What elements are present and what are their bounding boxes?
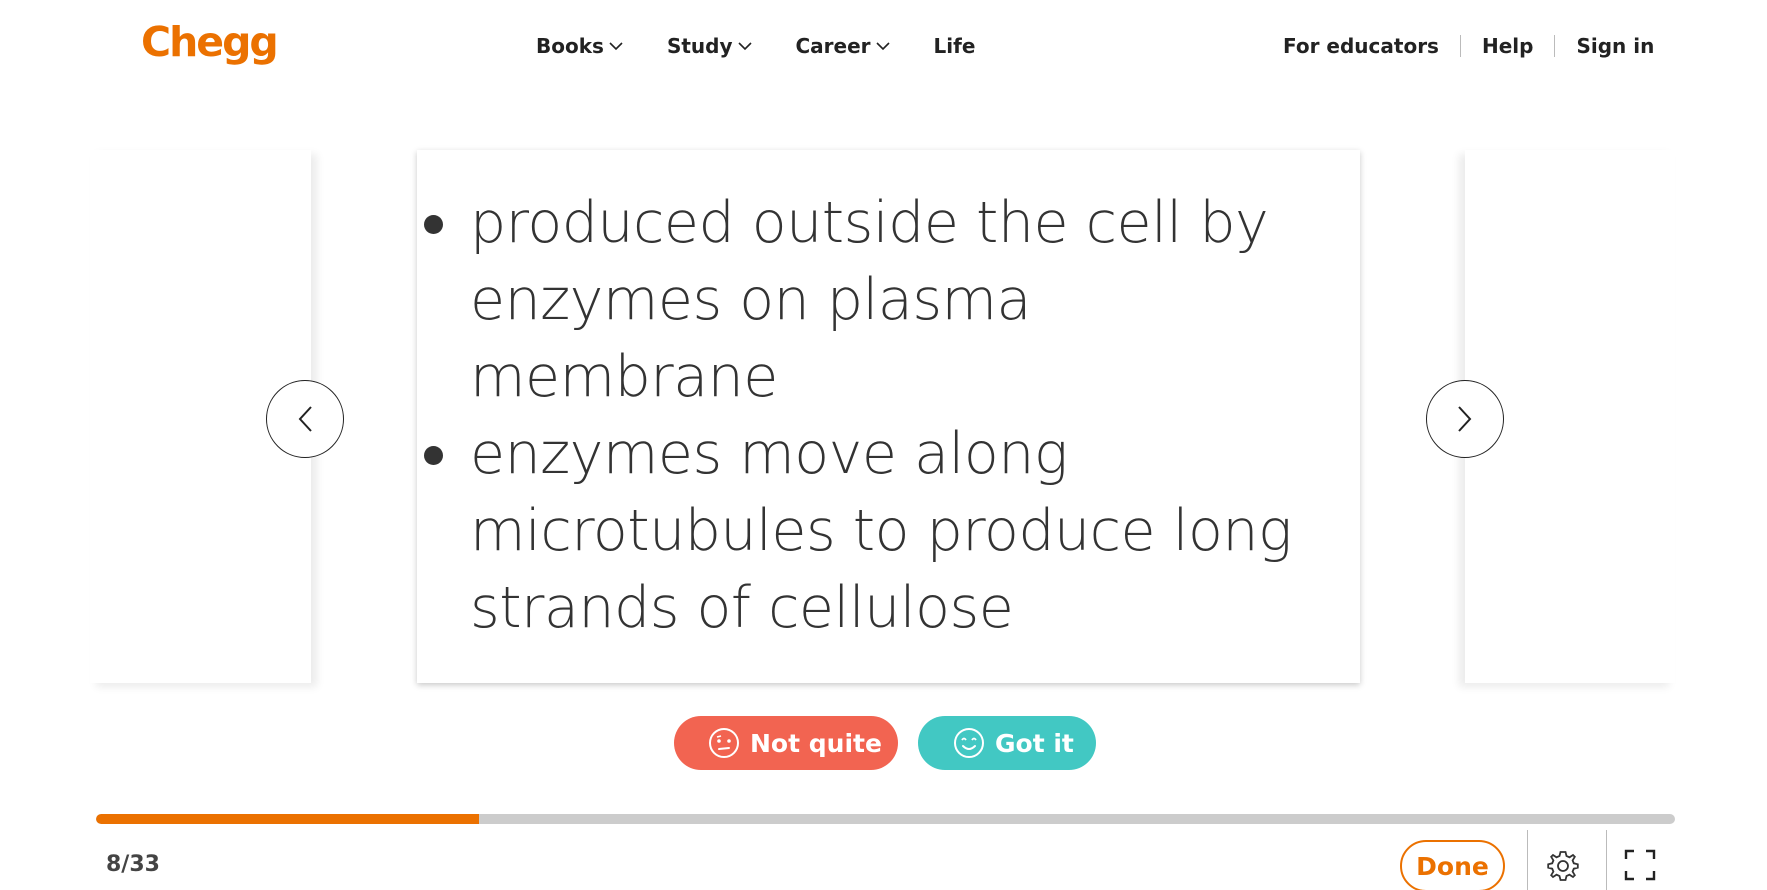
chevron-right-icon — [1458, 406, 1472, 432]
not-quite-button[interactable]: Not quite — [674, 716, 898, 770]
got-it-label: Got it — [995, 728, 1074, 758]
chevron-down-icon — [609, 41, 623, 50]
divider — [1527, 830, 1528, 890]
divider — [1554, 35, 1556, 57]
previous-card-button[interactable] — [266, 380, 344, 458]
card-counter: 8/33 — [106, 852, 160, 877]
main-nav: Books Study Career Life — [536, 34, 1019, 58]
nav-life[interactable]: Life — [934, 34, 976, 58]
sign-in-link[interactable]: Sign in — [1576, 34, 1655, 58]
progress-fill — [96, 814, 479, 824]
nav-books[interactable]: Books — [536, 34, 623, 58]
not-quite-label: Not quite — [750, 728, 882, 758]
chegg-logo[interactable]: Chegg — [141, 18, 279, 66]
flashcard[interactable]: produced outside the cell by enzymes on … — [417, 150, 1360, 683]
chevron-down-icon — [737, 41, 752, 50]
nav-books-label: Books — [536, 34, 604, 58]
help-link[interactable]: Help — [1481, 34, 1534, 58]
divider — [1606, 830, 1607, 890]
progress-bar — [96, 814, 1675, 824]
flashcard-content: produced outside the cell by enzymes on … — [417, 185, 1360, 647]
nav-study-label: Study — [666, 34, 733, 58]
next-card-button[interactable] — [1426, 380, 1504, 458]
flashcard-bullet: produced outside the cell by enzymes on … — [417, 185, 1360, 416]
nav-career[interactable]: Career — [796, 34, 890, 58]
chevron-left-icon — [298, 406, 312, 432]
for-educators-link[interactable]: For educators — [1283, 34, 1439, 58]
nav-career-label: Career — [795, 34, 871, 58]
unsure-face-icon — [709, 728, 739, 758]
chevron-down-icon — [875, 41, 890, 50]
got-it-button[interactable]: Got it — [918, 716, 1096, 770]
done-button[interactable]: Done — [1400, 840, 1505, 890]
flashcard-bullet: enzymes move along microtubules to produ… — [417, 416, 1360, 647]
smiley-face-icon — [954, 728, 984, 758]
nav-study[interactable]: Study — [667, 34, 752, 58]
gear-icon[interactable] — [1546, 849, 1580, 883]
expand-icon[interactable] — [1624, 849, 1656, 881]
divider — [1459, 35, 1461, 57]
account-nav: For educators Help Sign in — [1283, 34, 1654, 58]
nav-life-label: Life — [933, 34, 976, 58]
